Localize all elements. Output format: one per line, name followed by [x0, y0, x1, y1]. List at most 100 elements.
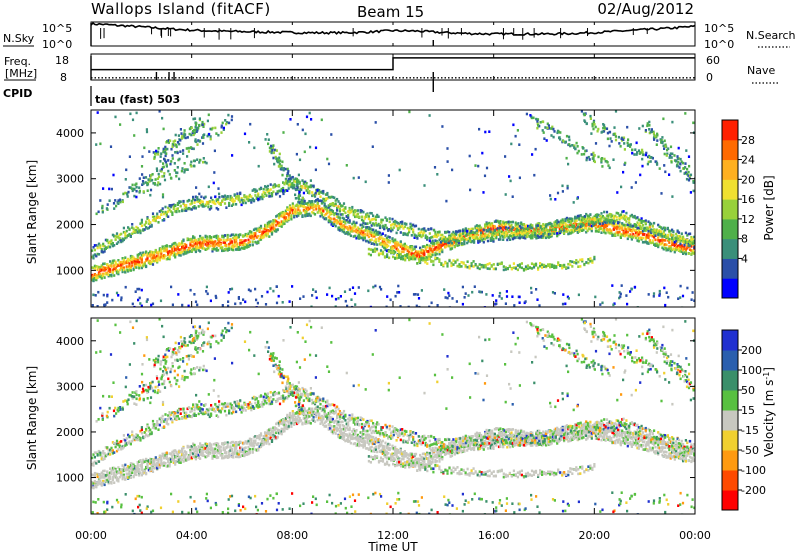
power-cell — [535, 236, 538, 240]
power-cell — [450, 241, 454, 245]
power-cell — [138, 266, 141, 270]
power-cell — [179, 128, 182, 131]
power-cell — [683, 243, 686, 247]
power-cell — [464, 229, 467, 233]
power-cell — [675, 164, 679, 168]
power-cell — [635, 224, 638, 228]
power-cell — [502, 238, 505, 241]
power-cell — [249, 122, 252, 126]
power-cell — [273, 185, 276, 189]
power-cell — [576, 197, 579, 200]
power-cell — [262, 231, 265, 235]
power-cell — [196, 143, 199, 146]
power-cell — [539, 121, 542, 124]
power-cell — [424, 258, 427, 262]
power-cell — [564, 226, 567, 229]
power-cell — [179, 139, 182, 142]
power-cell — [404, 258, 407, 262]
power-cell — [388, 217, 391, 220]
power-cell — [211, 126, 214, 130]
power-cell — [352, 225, 355, 228]
power-cell — [110, 187, 113, 191]
power-cell — [670, 156, 673, 159]
power-cell — [412, 228, 415, 232]
power-cell — [574, 215, 577, 219]
power-cell — [184, 136, 187, 140]
power-cell — [280, 188, 283, 191]
power-cell — [323, 205, 326, 208]
power-cell — [110, 264, 113, 268]
power-cell — [157, 181, 160, 184]
power-cell — [589, 259, 592, 263]
power-cell — [109, 268, 112, 271]
power-cell — [143, 253, 146, 256]
power-cell — [428, 257, 431, 261]
power-cell — [247, 232, 250, 235]
power-cell — [327, 215, 330, 219]
power-cell — [551, 228, 555, 231]
power-cell — [184, 133, 187, 136]
power-cell — [654, 232, 657, 235]
power-cell — [309, 202, 312, 206]
power-cell — [651, 224, 654, 228]
power-cell — [583, 220, 586, 224]
power-cell — [661, 235, 664, 238]
power-cell — [115, 264, 119, 268]
power-cell — [599, 218, 602, 221]
power-cell — [503, 235, 506, 238]
power-cell — [539, 226, 542, 229]
power-cell — [540, 234, 544, 238]
power-cell — [632, 215, 635, 219]
power-cell — [432, 248, 436, 251]
power-cell — [266, 133, 269, 136]
power-cell — [421, 232, 424, 235]
power-cell — [232, 198, 235, 201]
power-cell — [522, 229, 526, 232]
power-cell — [142, 251, 145, 254]
power-cell — [367, 217, 370, 221]
power-cell — [381, 218, 384, 222]
power-cell — [192, 247, 195, 251]
power-cell — [510, 142, 513, 146]
power-cell — [174, 139, 177, 143]
power-cell — [622, 136, 626, 140]
power-cell — [426, 262, 429, 265]
power-cell — [146, 254, 149, 258]
power-cell — [693, 235, 695, 239]
power-cell — [600, 212, 603, 215]
power-cell — [547, 263, 550, 266]
power-cell — [578, 226, 581, 229]
power-cell — [405, 247, 408, 251]
power-cell — [569, 228, 573, 232]
power-cell — [279, 223, 282, 226]
power-cell — [484, 223, 487, 226]
power-cell — [99, 199, 102, 202]
power-cell — [403, 232, 406, 235]
power-cell — [376, 232, 379, 235]
power-cell — [338, 209, 341, 213]
power-cell — [684, 250, 687, 253]
power-cell — [587, 227, 591, 231]
power-cell — [637, 233, 640, 236]
power-cell — [296, 123, 299, 126]
power-cell — [622, 170, 625, 174]
power-cell — [691, 237, 694, 241]
power-cell — [136, 256, 139, 259]
power-cell — [246, 244, 249, 248]
power-cell — [594, 230, 597, 233]
power-cell — [369, 221, 372, 224]
power-cell — [121, 270, 124, 274]
power-cell — [226, 233, 229, 237]
power-cell — [538, 224, 541, 228]
power-cell — [362, 219, 365, 223]
power-cell — [543, 224, 546, 228]
power-cell — [434, 239, 437, 242]
power-cell — [230, 115, 234, 118]
power-cell — [217, 200, 220, 204]
power-cell — [486, 222, 490, 226]
power-cell — [677, 238, 681, 242]
power-cell — [92, 279, 95, 282]
power-cell — [239, 191, 242, 195]
power-cell — [109, 264, 112, 267]
power-cell — [453, 245, 456, 249]
